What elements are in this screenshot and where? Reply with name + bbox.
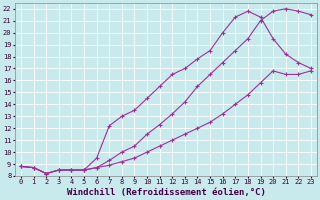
X-axis label: Windchill (Refroidissement éolien,°C): Windchill (Refroidissement éolien,°C) — [67, 188, 265, 197]
